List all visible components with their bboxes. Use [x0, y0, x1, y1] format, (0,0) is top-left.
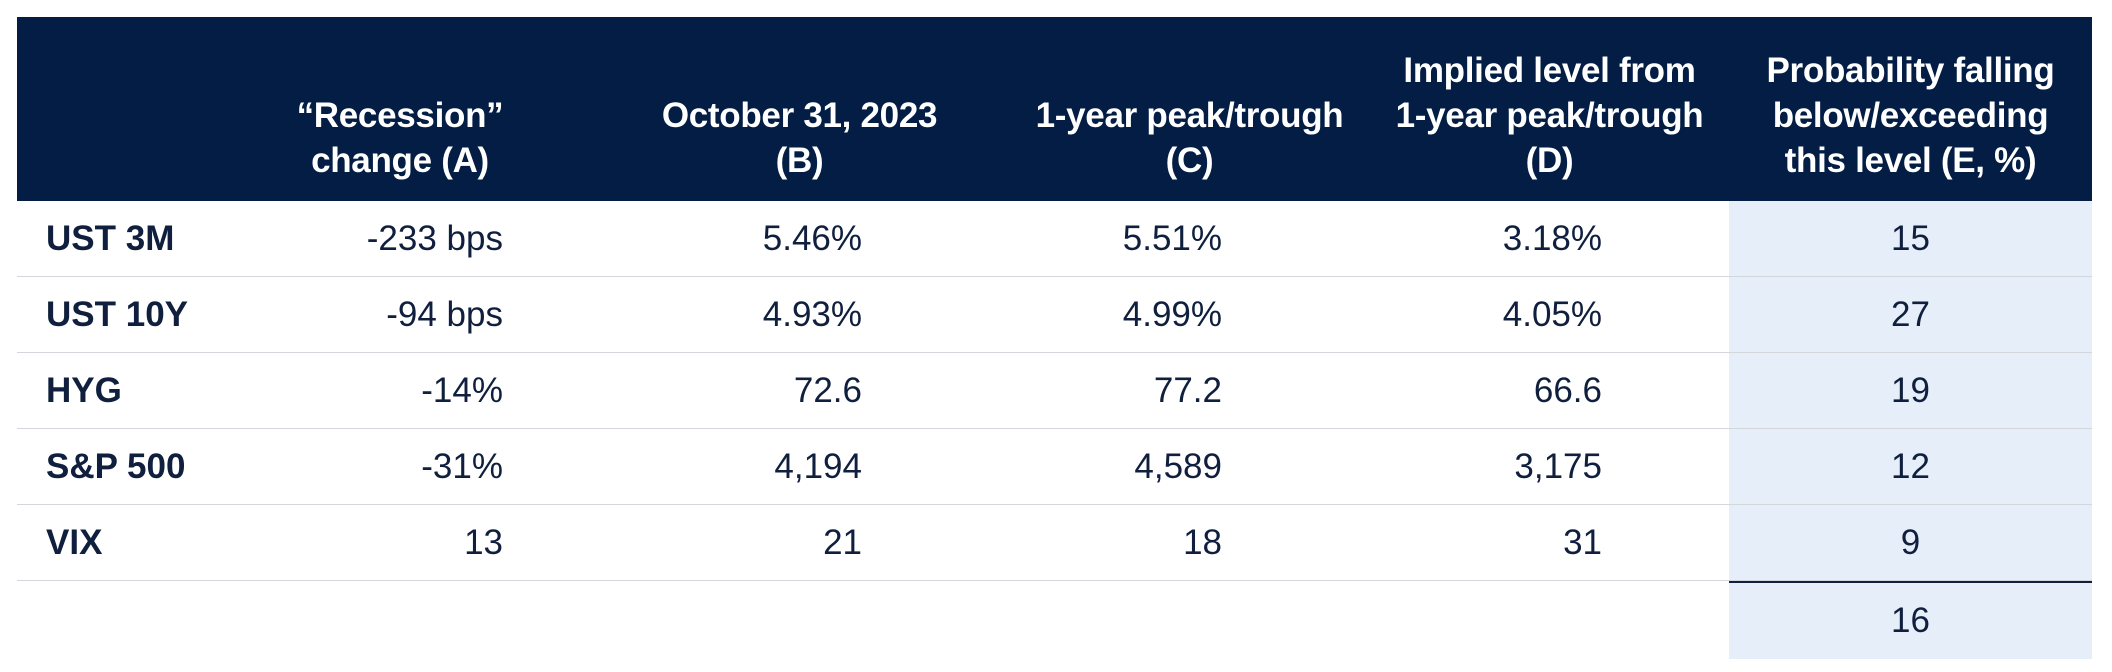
header-probability: Probability falling below/exceeding this…: [1766, 51, 2055, 180]
table-header: “Recession” change (A) October 31, 2023 …: [17, 17, 2092, 201]
table-row: UST 10Y -94 bps 4.93% 4.99% 4.05% 27: [17, 277, 2092, 353]
header-recession-change: “Recession” change (A): [296, 96, 504, 180]
cell-recession-change: 13: [464, 523, 503, 562]
cell-oct-31-value: 5.46%: [762, 219, 862, 258]
cell-probability: 9: [1900, 523, 1921, 562]
cell-peak-trough: 77.2: [1153, 371, 1222, 410]
table-row: VIX 13 21 18 31 9: [17, 505, 2092, 581]
header-implied-level: Implied level from 1-year peak/trough (D…: [1395, 51, 1704, 180]
average-probability: 16: [1891, 601, 1930, 640]
cell-probability: 12: [1891, 447, 1930, 486]
table-body: UST 3M -233 bps 5.46% 5.51% 3.18% 15 UST…: [17, 201, 2092, 659]
cell-recession-change: -233 bps: [366, 219, 503, 258]
cell-implied-level: 31: [1563, 523, 1602, 562]
table-row: HYG -14% 72.6 77.2 66.6 19: [17, 353, 2092, 429]
cell-oct-31-value: 4,194: [774, 447, 862, 486]
cell-recession-change: -94 bps: [386, 295, 503, 334]
cell-probability: 27: [1891, 295, 1930, 334]
row-label: S&P 500: [46, 447, 186, 486]
cell-peak-trough: 4,589: [1134, 447, 1222, 486]
table-row: S&P 500 -31% 4,194 4,589 3,175 12: [17, 429, 2092, 505]
cell-implied-level: 3,175: [1514, 447, 1602, 486]
cell-probability: 15: [1891, 219, 1930, 258]
table-row: UST 3M -233 bps 5.46% 5.51% 3.18% 15: [17, 201, 2092, 277]
row-label: UST 10Y: [46, 295, 188, 334]
row-label: VIX: [46, 523, 103, 562]
cell-oct-31-value: 4.93%: [762, 295, 862, 334]
header-empty: [17, 17, 277, 201]
cell-recession-change: -14%: [421, 371, 503, 410]
header-peak-trough: 1-year peak/trough (C): [1035, 96, 1344, 180]
cell-probability: 19: [1891, 371, 1930, 410]
cell-peak-trough: 5.51%: [1122, 219, 1222, 258]
cell-peak-trough: 4.99%: [1122, 295, 1222, 334]
cell-implied-level: 66.6: [1533, 371, 1602, 410]
header-oct-31-2023: October 31, 2023 (B): [661, 96, 938, 180]
cell-oct-31-value: 21: [823, 523, 862, 562]
row-label: UST 3M: [46, 219, 175, 258]
row-label: HYG: [46, 371, 122, 410]
cell-recession-change: -31%: [421, 447, 503, 486]
cell-oct-31-value: 72.6: [793, 371, 862, 410]
cell-peak-trough: 18: [1183, 523, 1222, 562]
cell-implied-level: 4.05%: [1502, 295, 1602, 334]
data-table: “Recession” change (A) October 31, 2023 …: [17, 17, 2092, 659]
total-divider: [1729, 581, 2092, 583]
cell-implied-level: 3.18%: [1502, 219, 1602, 258]
